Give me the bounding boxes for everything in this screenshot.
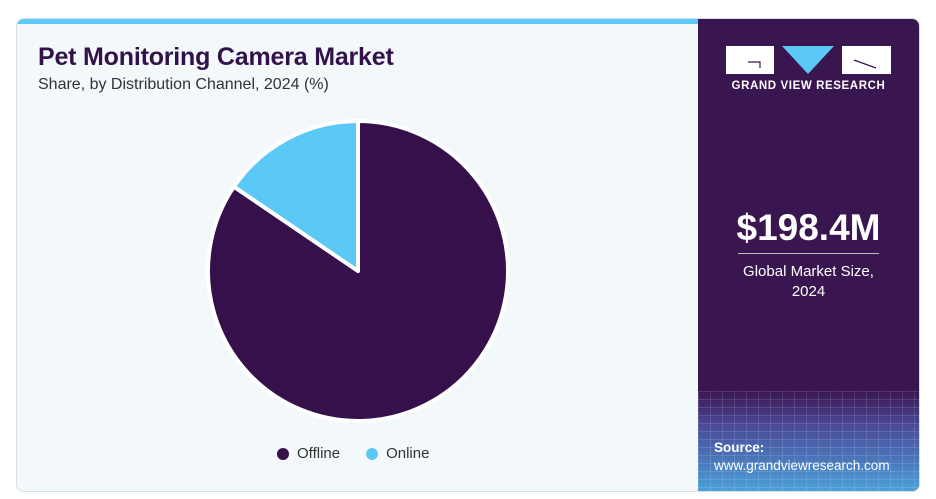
legend-swatch-offline [277, 447, 289, 460]
grid-background [698, 391, 919, 491]
chart-panel: Pet Monitoring Camera Market Share, by D… [17, 19, 698, 491]
accent-bar [17, 19, 698, 24]
legend: Offline Online [277, 445, 429, 462]
legend-swatch-online [366, 447, 379, 460]
source-url[interactable]: www.grandviewresearch.com [714, 458, 890, 473]
pie-slice-online [231, 119, 360, 273]
market-size-caption: Global Market Size, 2024 [698, 262, 919, 302]
legend-item-offline: Offline [277, 445, 340, 462]
brand-name: GRAND VIEW RESEARCH [731, 80, 886, 92]
chart-title: Pet Monitoring Camera Market [38, 43, 394, 71]
legend-item-online: Online [366, 445, 429, 462]
chart-card: Pet Monitoring Camera Market Share, by D… [16, 18, 920, 492]
pie-chart [206, 119, 510, 423]
divider [738, 253, 879, 254]
legend-label-offline: Offline [297, 445, 341, 462]
brand-panel: GRAND VIEW RESEARCH $198.4M Global Marke… [698, 19, 919, 491]
chart-subtitle: Share, by Distribution Channel, 2024 (%) [38, 76, 329, 93]
source: Source: www.grandviewresearch.com [714, 439, 890, 475]
gvr-logo-icon [726, 46, 891, 74]
legend-label-online: Online [386, 445, 430, 462]
source-label: Source: [714, 440, 765, 455]
caption-line-2: 2024 [791, 283, 826, 300]
market-size-value: $198.4M [736, 207, 881, 248]
caption-line-1: Global Market Size, [743, 263, 874, 280]
